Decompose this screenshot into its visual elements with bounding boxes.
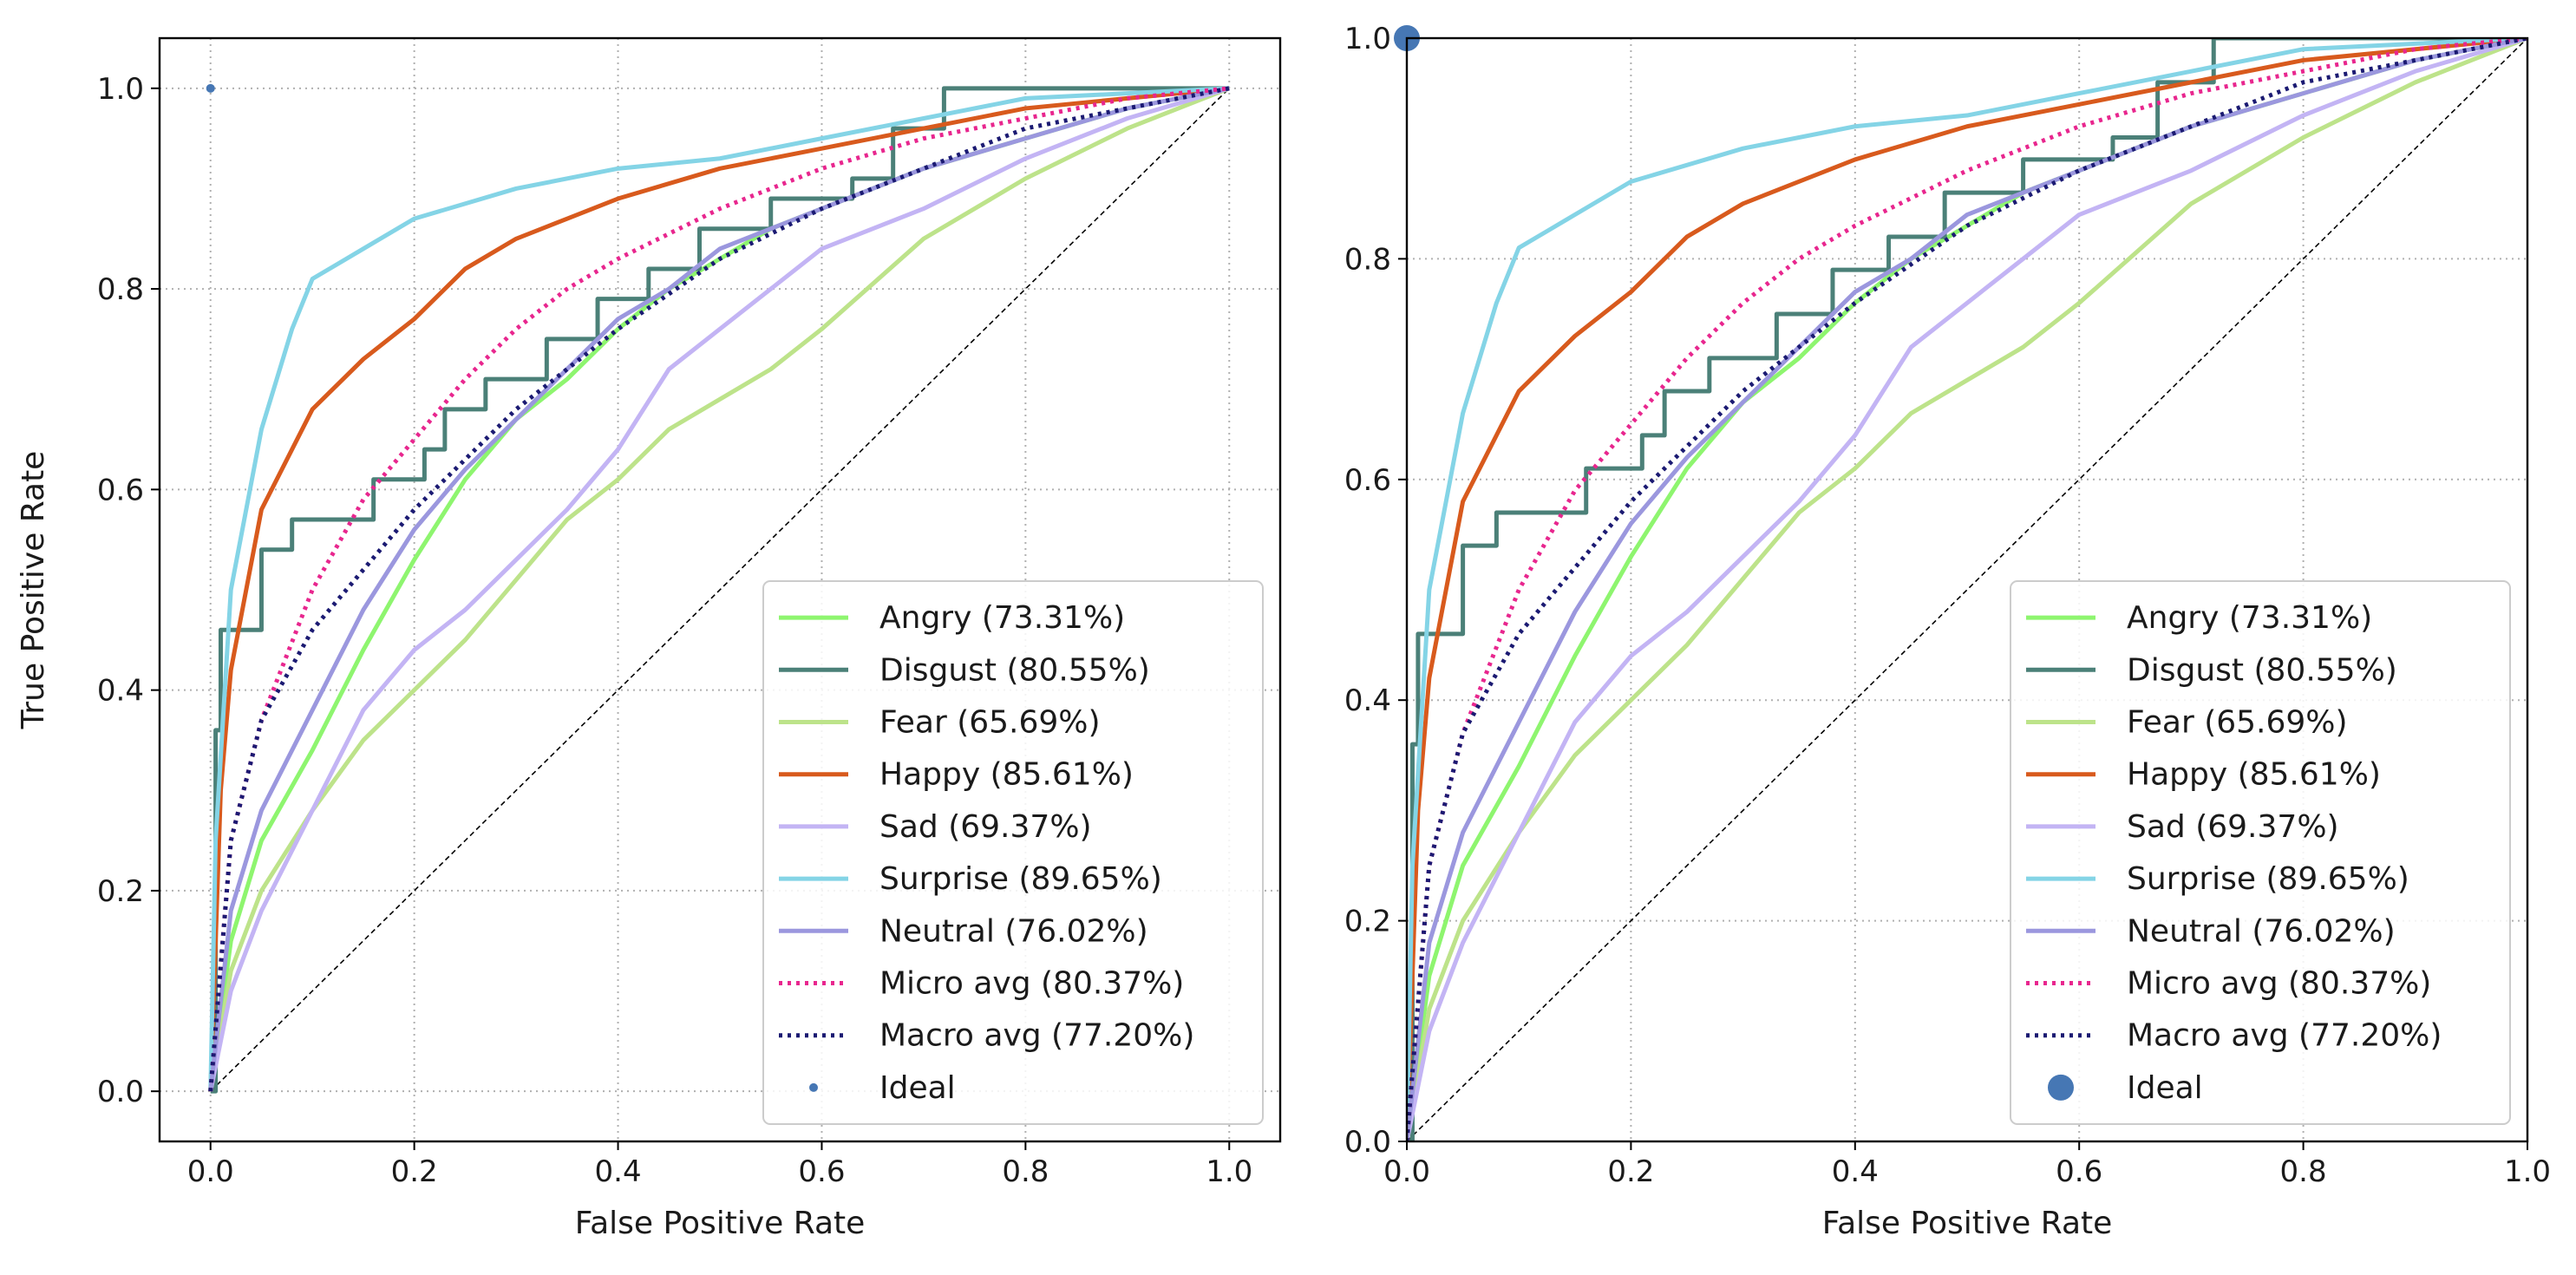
chart-left-micro-avg-series-line bbox=[208, 86, 1230, 1092]
chart-left-legend-ideal-marker bbox=[809, 1082, 818, 1092]
chart-left-legend-sad-label: Sad (69.37%) bbox=[879, 809, 1092, 845]
chart-right-legend-disgust-label: Disgust (80.55%) bbox=[2127, 652, 2397, 688]
chart-left-legend-surprise-label: Surprise (89.65%) bbox=[879, 861, 1162, 897]
chart-right-legend-surprise-label: Surprise (89.65%) bbox=[2127, 861, 2409, 897]
chart-right-legend-ideal-marker bbox=[2048, 1074, 2074, 1101]
chart-left-neutral-series-line bbox=[208, 86, 1230, 1092]
chart-right-y-tick-label: 0.4 bbox=[1344, 683, 1391, 718]
chart-right-x-tick-label: 0.0 bbox=[1383, 1154, 1430, 1189]
chart-right-y-tick-label: 0.8 bbox=[1344, 242, 1391, 277]
chart-left-legend-disgust-label: Disgust (80.55%) bbox=[879, 652, 1150, 688]
chart-left-x-tick-label: 1.0 bbox=[1206, 1154, 1252, 1189]
chart-left-axes-frame bbox=[158, 36, 1282, 1143]
chart-left-legend-box bbox=[762, 580, 1264, 1125]
chart-left-ideal-marker bbox=[206, 83, 215, 93]
chart-left-x-tick-label: 0.4 bbox=[595, 1154, 642, 1189]
chart-right-x-tick-label: 1.0 bbox=[2504, 1154, 2551, 1189]
chart-left-x-tick-label: 0.0 bbox=[187, 1154, 234, 1189]
chart-right-legend-neutral-label: Neutral (76.02%) bbox=[2127, 913, 2396, 949]
chart-left-y-tick-label: 0.0 bbox=[97, 1075, 144, 1109]
chart-right-legend-macro-avg-label: Macro avg (77.20%) bbox=[2127, 1018, 2442, 1054]
chart-right-x-axis-label: False Positive Rate bbox=[1822, 1206, 2113, 1241]
chart-left-disgust-series-line bbox=[210, 86, 1230, 1094]
chart-right-legend-ideal-label: Ideal bbox=[2127, 1070, 2203, 1106]
chart-left-y-tick-label: 0.2 bbox=[97, 874, 144, 909]
chart-right-legend-happy-label: Happy (85.61%) bbox=[2127, 757, 2381, 793]
chart-left-x-axis-label: False Positive Rate bbox=[575, 1206, 866, 1241]
chart-left-legend: Angry (73.31%) Disgust (80.55%) Fear (65.6… bbox=[762, 580, 1264, 1125]
chart-left-sad-series-line bbox=[208, 86, 1230, 1092]
chart-right-y-tick-label: 0.0 bbox=[1344, 1125, 1391, 1160]
chart-right-x-tick-label: 0.2 bbox=[1607, 1154, 1654, 1189]
chart-right-x-tick-label: 0.4 bbox=[1832, 1154, 1879, 1189]
chart-right-happy-series-line bbox=[1407, 38, 2527, 1141]
chart-right-legend-sad-label: Sad (69.37%) bbox=[2127, 809, 2339, 845]
chart-left-legend-neutral-label: Neutral (76.02%) bbox=[879, 913, 1148, 949]
chart-right-disgust-series-line bbox=[1407, 38, 2527, 1141]
chart-left-happy-series-line bbox=[208, 86, 1230, 1092]
chart-left-legend-ideal-label: Ideal bbox=[879, 1070, 956, 1106]
chart-left-x-tick-label: 0.8 bbox=[1002, 1154, 1049, 1189]
chart-right-y-tick-label: 0.2 bbox=[1344, 905, 1391, 939]
chart-right-surprise-series-line bbox=[1407, 38, 2527, 1141]
chart-left-y-tick-label: 1.0 bbox=[97, 72, 144, 107]
chart-left-panel: 0.0 0.2 0.4 0.6 0.8 1.0 0.0 0.2 0.4 0.6 0.8 1.0 Fals… bbox=[16, 36, 1282, 1241]
chart-left-chance-diagonal bbox=[210, 88, 1230, 1092]
chart-right-legend-angry-label: Angry (73.31%) bbox=[2127, 600, 2372, 636]
chart-right-y-tick-label: 1.0 bbox=[1344, 22, 1391, 56]
chart-left-legend-micro-avg-label: Micro avg (80.37%) bbox=[879, 966, 1184, 1002]
chart-right-legend-micro-avg-label: Micro avg (80.37%) bbox=[2127, 966, 2431, 1002]
chart-left-legend-angry-label: Angry (73.31%) bbox=[879, 600, 1125, 636]
chart-left-macro-avg-series-line bbox=[208, 86, 1230, 1092]
chart-right-axes-frame bbox=[1405, 36, 2529, 1143]
chart-left-surprise-series-line bbox=[208, 86, 1230, 1092]
chart-left-legend-happy-label: Happy (85.61%) bbox=[879, 757, 1134, 793]
chart-right-x-tick-label: 0.6 bbox=[2056, 1154, 2102, 1189]
chart-right-legend-box bbox=[2010, 580, 2511, 1125]
chart-right-x-tick-label: 0.8 bbox=[2280, 1154, 2327, 1189]
chart-left-legend-fear-label: Fear (65.69%) bbox=[879, 705, 1101, 741]
chart-left-legend-macro-avg-label: Macro avg (77.20%) bbox=[879, 1018, 1194, 1054]
chart-left-x-tick-label: 0.6 bbox=[798, 1154, 845, 1189]
chart-right-y-tick-label: 0.6 bbox=[1344, 463, 1391, 498]
chart-right-panel: 0.0 0.2 0.4 0.6 0.8 1.0 0.0 0.2 0.4 0.6 0.8 1.0 Fals… bbox=[1344, 22, 2551, 1241]
chart-right-macro-avg-series-line bbox=[1407, 38, 2527, 1141]
chart-right-sad-series-line bbox=[1407, 38, 2527, 1141]
chart-right-legend-fear-label: Fear (65.69%) bbox=[2127, 705, 2348, 741]
chart-right-legend: Angry (73.31%) Disgust (80.55%) Fear (65.6… bbox=[2010, 580, 2511, 1125]
chart-left-x-tick-label: 0.2 bbox=[391, 1154, 438, 1189]
chart-left-y-axis-label: True Positive Rate bbox=[16, 451, 51, 730]
chart-left-y-tick-label: 0.4 bbox=[97, 674, 144, 709]
chart-left-y-tick-label: 0.8 bbox=[97, 272, 144, 307]
chart-right-chance-diagonal bbox=[1407, 38, 2527, 1141]
chart-left-y-tick-label: 0.6 bbox=[97, 473, 144, 507]
